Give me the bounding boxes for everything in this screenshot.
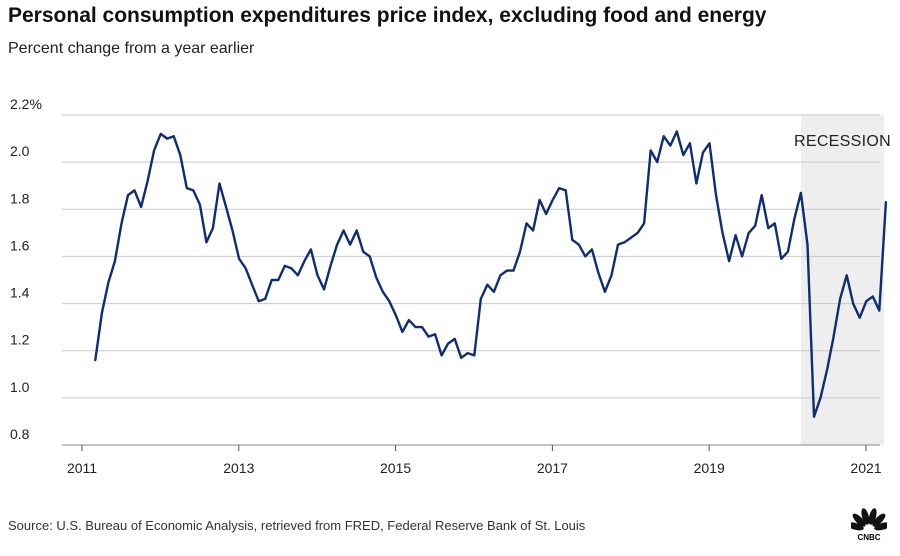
recession-shading [800, 115, 885, 445]
x-tick-label: 2011 [67, 460, 97, 476]
recession-label: RECESSION [794, 133, 891, 150]
x-tick-label: 2013 [223, 460, 254, 476]
chart-subtitle: Percent change from a year earlier [8, 40, 255, 57]
y-tick-label: 2.2% [10, 96, 42, 112]
line-chart: 0.8 1.0 1.2 1.4 1.6 1.8 2.0 2.2% 2011 2013 2015 20… [10, 96, 891, 476]
logo-feather [872, 513, 886, 527]
logo-feather [861, 508, 870, 525]
y-tick-label: 0.8 [10, 426, 30, 442]
x-tick-label: 2021 [850, 460, 881, 476]
x-tick-label: 2015 [380, 460, 411, 476]
y-tick-label: 1.6 [10, 237, 30, 253]
y-tick-label: 1.2 [10, 332, 30, 348]
y-tick-label: 1.4 [10, 285, 30, 301]
cnbc-peacock-logo: CNBC [851, 508, 887, 542]
data-line [94, 130, 888, 418]
chart-title: Personal consumption expenditures price … [8, 4, 767, 27]
source-note: Source: U.S. Bureau of Economic Analysis… [8, 518, 586, 533]
logo-text: CNBC [857, 533, 880, 542]
x-tick-label: 2019 [694, 460, 725, 476]
x-tick-label: 2017 [537, 460, 568, 476]
y-tick-label: 1.0 [10, 379, 30, 395]
logo-feather [874, 522, 887, 531]
logo-feather [852, 513, 866, 527]
y-tick-label: 2.0 [10, 143, 30, 159]
y-tick-label: 1.8 [10, 190, 30, 206]
